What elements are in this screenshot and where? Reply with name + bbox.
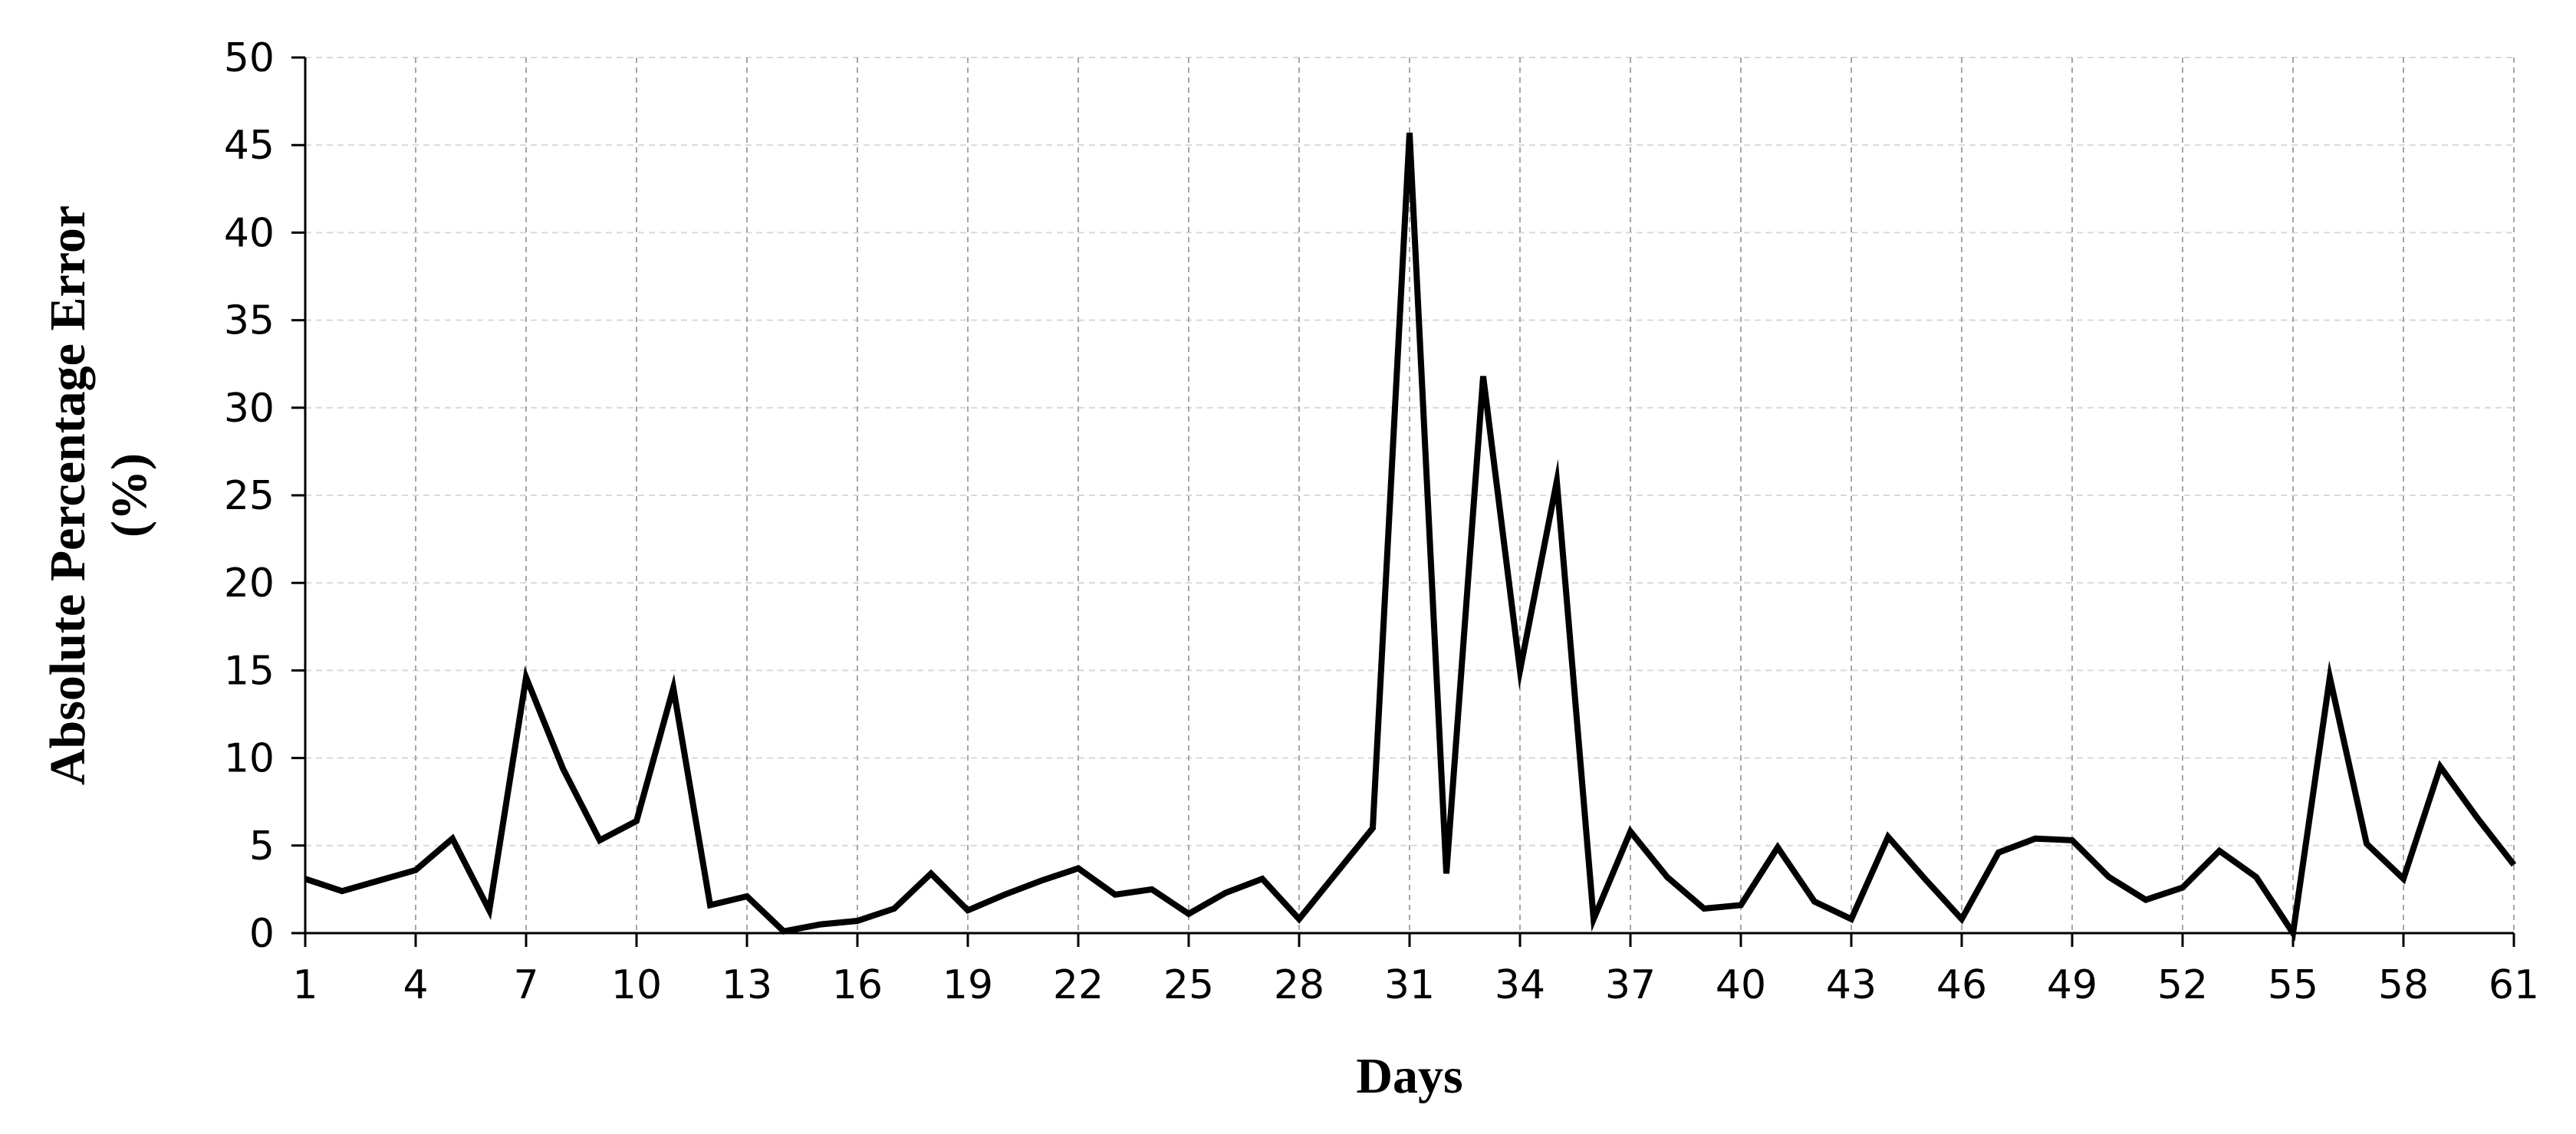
x-tick-label: 52	[2157, 962, 2208, 1008]
y-tick-label: 5	[249, 823, 275, 869]
series-layer	[304, 132, 2517, 942]
axes	[291, 56, 2515, 947]
x-tick-label: 55	[2268, 962, 2318, 1008]
x-tick-label: 25	[1163, 962, 1214, 1008]
x-tick-label: 43	[1826, 962, 1877, 1008]
x-tick-label: 22	[1053, 962, 1104, 1008]
y-axis-title-line: Absolute Percentage Error	[40, 205, 96, 785]
y-tick-label: 10	[224, 736, 275, 782]
y-tick-label: 20	[224, 560, 275, 606]
x-tick-label: 58	[2378, 962, 2429, 1008]
y-tick-label: 0	[249, 911, 275, 957]
x-tick-label: 61	[2489, 962, 2539, 1008]
x-tick-label: 46	[1936, 962, 1987, 1008]
y-tick-label: 15	[224, 648, 275, 694]
y-tick-label: 45	[224, 123, 275, 169]
y-tick-label: 30	[224, 386, 275, 432]
x-tick-label: 13	[722, 962, 772, 1008]
x-tick-label: 10	[611, 962, 662, 1008]
x-tick-label: 37	[1605, 962, 1656, 1008]
x-tick-label: 7	[513, 962, 538, 1008]
series-line-0	[304, 132, 2517, 942]
x-tick-label: 49	[2047, 962, 2097, 1008]
y-tick-label: 35	[224, 298, 275, 344]
y-axis-title-line: (%)	[101, 453, 157, 537]
x-tick-label: 19	[943, 962, 993, 1008]
y-tick-label: 50	[224, 35, 275, 81]
x-tick-label: 1	[292, 962, 317, 1008]
x-tick-label: 16	[832, 962, 883, 1008]
axis-titles: Days Absolute Percentage Error (%)	[40, 205, 1463, 1104]
x-tick-label: 4	[403, 962, 428, 1008]
y-tick-label: 25	[224, 473, 275, 519]
x-axis-title: Days	[1356, 1048, 1462, 1104]
y-axis-title: Absolute Percentage Error (%)	[40, 205, 157, 785]
x-tick-label: 40	[1716, 962, 1766, 1008]
x-tick-label: 34	[1495, 962, 1545, 1008]
tick-labels: 0 5 10 15 20 25 30 35 40 45 50 1 4 7 10 13 16 19 22 25 28 31 3…	[224, 35, 2539, 1008]
y-tick-label: 40	[224, 210, 275, 256]
x-tick-label: 31	[1384, 962, 1435, 1008]
grid-lines	[305, 57, 2515, 933]
x-tick-label: 28	[1274, 962, 1324, 1008]
